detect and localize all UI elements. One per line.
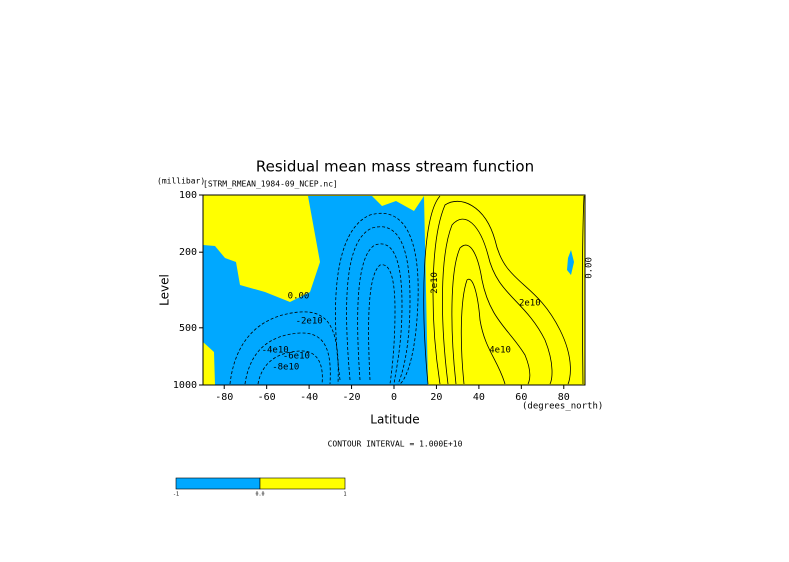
- contour-line: [257, 350, 323, 385]
- contour-line: [442, 218, 553, 385]
- contour-lines: [229, 195, 585, 385]
- x-tick-label: -80: [215, 392, 233, 403]
- contour-line: [460, 278, 506, 385]
- positive-region: [263, 275, 280, 294]
- contour-label: -2e10: [296, 316, 323, 326]
- x-tick-label: 40: [473, 392, 485, 403]
- contour-line: [451, 244, 531, 385]
- x-tick-label: 20: [430, 392, 442, 403]
- y-tick-label: 100: [179, 190, 197, 201]
- subtitle: [STRM_RMEAN_1984-09_NCEP.nc]: [203, 180, 338, 189]
- contour-label: 2e10: [519, 298, 541, 308]
- contour-line: [244, 332, 331, 385]
- contour-line: [346, 226, 411, 385]
- y-tick-label: 1000: [173, 380, 197, 391]
- negative-region: [203, 196, 428, 385]
- fills: [203, 195, 585, 385]
- contour-label: 0.00: [585, 257, 595, 279]
- contour-label: 4e10: [489, 346, 511, 356]
- contour-line: [357, 243, 403, 385]
- contour-line: [368, 264, 396, 385]
- x-tick-label: 60: [515, 392, 527, 403]
- y-units: (millibar): [157, 177, 205, 186]
- contour-line: [335, 213, 419, 385]
- contour-line: [581, 195, 585, 385]
- colorbar-positive: [259, 477, 346, 490]
- x-axis-label: Latitude: [370, 413, 419, 427]
- x-tick-label: 0: [391, 392, 397, 403]
- x-tick-label: -20: [343, 392, 361, 403]
- y-tick-label: 200: [179, 247, 197, 258]
- contour-line: [423, 195, 441, 385]
- contour-label: -4e10: [262, 346, 289, 356]
- negative-region: [567, 250, 574, 275]
- y-tick-label: 500: [179, 323, 197, 334]
- contour-label: 2e10: [430, 272, 440, 294]
- x-tick-label: 80: [558, 392, 570, 403]
- chart-title: Residual mean mass stream function: [256, 158, 534, 176]
- colorbar-label: 1: [343, 492, 346, 498]
- contour-label: -6e10: [283, 351, 310, 361]
- x-tick-label: -40: [300, 392, 318, 403]
- x-tick-label: -60: [258, 392, 276, 403]
- contour-label: 0.00: [288, 291, 310, 301]
- contour-line: [432, 201, 571, 385]
- colorbar: -1 0.0 1: [173, 477, 347, 498]
- colorbar-label: -1: [173, 492, 179, 498]
- colorbar-label: 0.0: [255, 492, 264, 498]
- colorbar-negative: [175, 477, 261, 490]
- x-units: (degrees_north): [522, 402, 603, 412]
- contour-label: -8e10: [272, 362, 299, 372]
- y-axis-label: Level: [158, 274, 172, 306]
- contour-line: [229, 311, 339, 385]
- contour-interval-note: CONTOUR INTERVAL = 1.000E+10: [328, 440, 463, 449]
